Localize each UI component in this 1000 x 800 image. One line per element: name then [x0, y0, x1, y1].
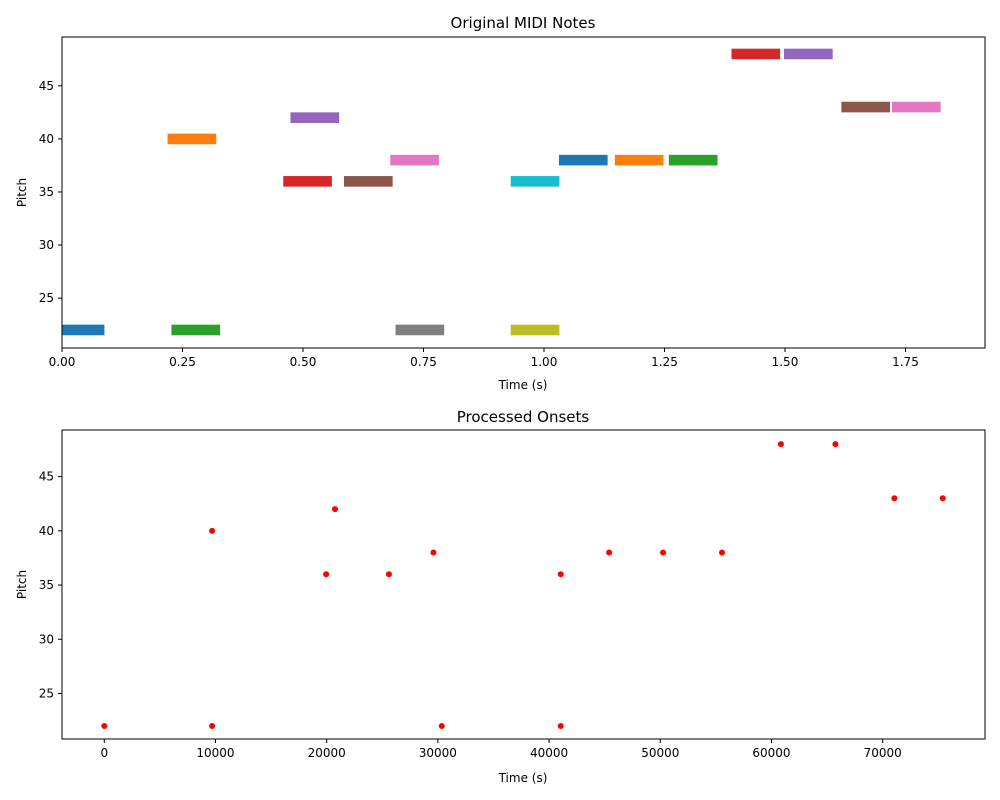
note-bar [390, 154, 439, 166]
note-bar [614, 154, 664, 166]
y-tick-label: 35 [39, 578, 54, 592]
y-tick-label: 30 [39, 632, 54, 646]
chart-title: Original MIDI Notes [451, 14, 596, 32]
y-tick-label: 25 [39, 686, 54, 700]
plot-frame [61, 36, 986, 349]
x-tick-label: 70000 [864, 746, 902, 760]
y-tick-label: 40 [39, 132, 54, 146]
x-axis-label: Time (s) [498, 378, 548, 392]
y-tick-label: 30 [39, 238, 54, 252]
plot-frame [61, 429, 986, 740]
x-tick-label: 1.75 [892, 355, 919, 369]
x-ticks: 0 10000 20000 30000 40000 50000 60000 70000 [100, 739, 902, 760]
y-tick-label: 35 [39, 185, 54, 199]
note-bar [731, 48, 781, 60]
x-tick-label: 1.50 [772, 355, 799, 369]
x-tick-label: 50000 [641, 746, 679, 760]
onset-point [209, 722, 216, 729]
x-tick-label: 0.75 [410, 355, 437, 369]
onset-points [101, 441, 946, 729]
onset-point [891, 495, 898, 502]
onset-point [557, 722, 564, 729]
y-tick-label: 45 [39, 79, 54, 93]
note-bar [668, 154, 718, 166]
onset-point [606, 549, 613, 556]
onset-point [438, 722, 445, 729]
onset-point [939, 495, 946, 502]
note-bar [290, 112, 340, 123]
x-tick-label: 0.00 [49, 355, 76, 369]
subplot-original-midi-notes: Original MIDI Notes 0.00 0.25 0.50 0.75 1.00… [15, 14, 986, 392]
y-tick-label: 45 [39, 470, 54, 484]
note-bar [510, 324, 560, 336]
y-axis-label: Pitch [15, 178, 29, 207]
y-ticks: 25 30 35 40 45 [39, 79, 62, 305]
x-tick-label: 0.25 [169, 355, 196, 369]
note-bar [891, 101, 941, 113]
x-tick-label: 10000 [196, 746, 234, 760]
note-bars [62, 48, 941, 336]
onset-point [832, 441, 839, 448]
x-tick-label: 1.00 [531, 355, 558, 369]
onset-point [430, 549, 437, 556]
onset-point [777, 441, 784, 448]
onset-point [323, 571, 330, 578]
x-tick-label: 60000 [752, 746, 790, 760]
note-bar [62, 324, 105, 336]
note-bar [784, 48, 833, 60]
onset-point [332, 506, 339, 513]
x-axis-label: Time (s) [498, 771, 548, 785]
note-bar [395, 324, 445, 336]
y-tick-label: 25 [39, 291, 54, 305]
note-bar [841, 101, 891, 113]
x-tick-label: 30000 [419, 746, 457, 760]
y-ticks: 25 30 35 40 45 [39, 470, 62, 700]
onset-point [660, 549, 667, 556]
onset-point [385, 571, 392, 578]
onset-point [557, 571, 564, 578]
onset-point [719, 549, 726, 556]
note-bar [343, 176, 393, 187]
x-tick-label: 20000 [308, 746, 346, 760]
x-tick-label: 0 [100, 746, 108, 760]
note-bar [283, 176, 332, 187]
x-tick-label: 40000 [530, 746, 568, 760]
subplot-processed-onsets: Processed Onsets 0 10000 20000 30000 40000 50… [15, 408, 986, 785]
note-bar [171, 324, 221, 336]
note-bar [558, 154, 608, 166]
chart-title: Processed Onsets [457, 408, 590, 426]
y-tick-label: 40 [39, 524, 54, 538]
note-bar [167, 133, 217, 145]
onset-point [209, 527, 216, 534]
x-tick-label: 0.50 [290, 355, 317, 369]
x-tick-label: 1.25 [651, 355, 678, 369]
y-axis-label: Pitch [15, 570, 29, 599]
onset-point [101, 722, 108, 729]
note-bar [510, 176, 560, 187]
x-ticks: 0.00 0.25 0.50 0.75 1.00 1.25 1.50 1.75 [49, 348, 919, 369]
